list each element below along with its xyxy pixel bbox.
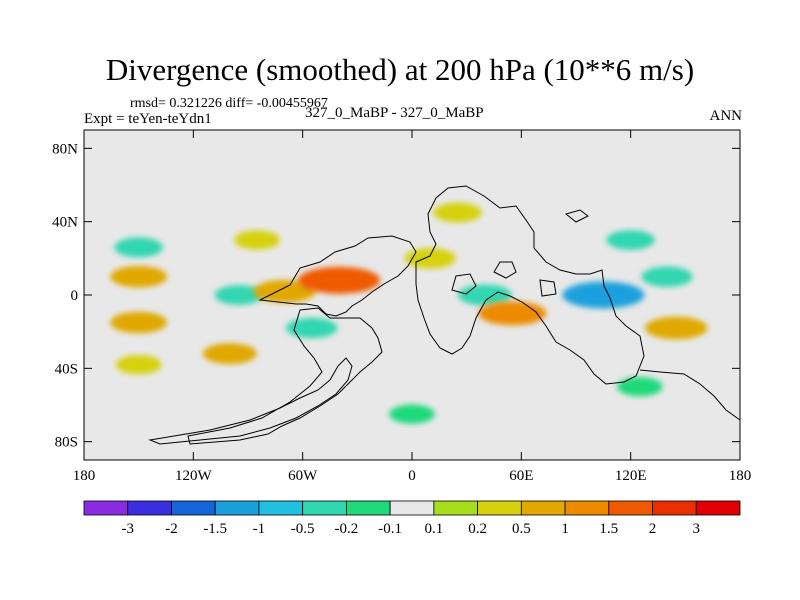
x-tick-label: 0: [408, 468, 416, 484]
field-feature-8: [286, 317, 338, 339]
colorbar-swatch: [302, 500, 347, 516]
field-feature-10: [404, 248, 456, 269]
colorbar-swatch: [695, 500, 741, 516]
field-feature-0: [110, 265, 168, 288]
coastline-north-america: [258, 235, 417, 317]
field-feature-13: [478, 301, 547, 326]
colorbar-swatch: [652, 500, 697, 516]
field-feature-16: [645, 316, 708, 340]
coastline-northern-ridge: [564, 209, 589, 223]
x-tick-label: 60E: [509, 468, 533, 484]
field-feature-15: [641, 266, 693, 287]
colorbar-swatch: [564, 500, 610, 516]
field-feature-11: [433, 202, 482, 223]
y-tick-label: 80S: [55, 435, 78, 451]
colorbar-label: 0.1: [424, 521, 443, 537]
x-tick-label: 180: [73, 468, 96, 484]
field-feature-4: [214, 285, 264, 305]
colorbar-label: -3: [121, 521, 134, 537]
field-feature-2: [114, 237, 163, 258]
colorbar-label: -0.1: [378, 521, 402, 537]
coastline-southern-landmass: [639, 369, 740, 421]
y-tick-label: 80N: [52, 141, 78, 157]
x-tick-label: 180: [729, 468, 752, 484]
field-feature-7: [298, 266, 381, 294]
coastline-antarctic-peninsula: [148, 357, 353, 445]
field-feature-3: [115, 355, 162, 375]
colorbar-swatch: [520, 500, 566, 516]
colorbar-swatch: [477, 500, 522, 516]
colorbar-label: -0.5: [291, 521, 315, 537]
coastline-south-america: [187, 307, 383, 445]
field-feature-9: [202, 343, 257, 365]
colorbar-swatch: [608, 500, 653, 516]
coastline-africa-eurasia: [415, 185, 645, 385]
field-feature-14: [562, 281, 645, 309]
coastline-maritime-continent: [451, 261, 557, 297]
colorbar-swatch: [214, 500, 260, 516]
colorbar-label: 0.5: [512, 521, 531, 537]
y-tick-label: 0: [71, 288, 79, 304]
experiment-label: Expt = teYen-teYdn1: [84, 111, 212, 127]
field-feature-19: [389, 404, 435, 424]
colorbar-label: -2: [165, 521, 178, 537]
case-label: 327_0_MaBP - 327_0_MaBP: [305, 105, 484, 121]
rmsd-diff-stats: rmsd= 0.321226 diff= -0.00455967: [130, 96, 328, 111]
x-tick-label: 60W: [288, 468, 318, 484]
season-label: ANN: [709, 108, 743, 124]
x-tick-label: 120W: [175, 468, 213, 484]
colorbar-swatch: [345, 500, 391, 516]
colorbar-swatch: [127, 500, 172, 516]
colorbar-swatch: [83, 500, 129, 516]
field-feature-17: [606, 230, 655, 250]
colorbar-label: -1: [253, 521, 266, 537]
field-feature-6: [253, 279, 316, 303]
field-feature-18: [616, 377, 663, 397]
colorbar-swatch: [433, 500, 479, 516]
field-feature-5: [234, 230, 280, 250]
y-tick-label: 40N: [52, 215, 78, 231]
chart-title: Divergence (smoothed) at 200 hPa (10**6 …: [105, 52, 695, 87]
x-tick-label: 120E: [615, 468, 647, 484]
colorbar-label: 2: [649, 521, 657, 537]
field-feature-1: [110, 311, 168, 334]
colorbar-label: -1.5: [203, 521, 227, 537]
colorbar-swatch: [258, 500, 304, 516]
colorbar-swatch: [389, 500, 435, 516]
colorbar-label: 1.5: [599, 521, 618, 537]
colorbar-swatch: [171, 500, 216, 516]
colorbar-label: 1: [561, 521, 569, 537]
colorbar-label: 0.2: [468, 521, 487, 537]
y-tick-label: 40S: [55, 361, 78, 377]
colorbar-label: -0.2: [335, 521, 359, 537]
colorbar-label: 3: [693, 521, 701, 537]
